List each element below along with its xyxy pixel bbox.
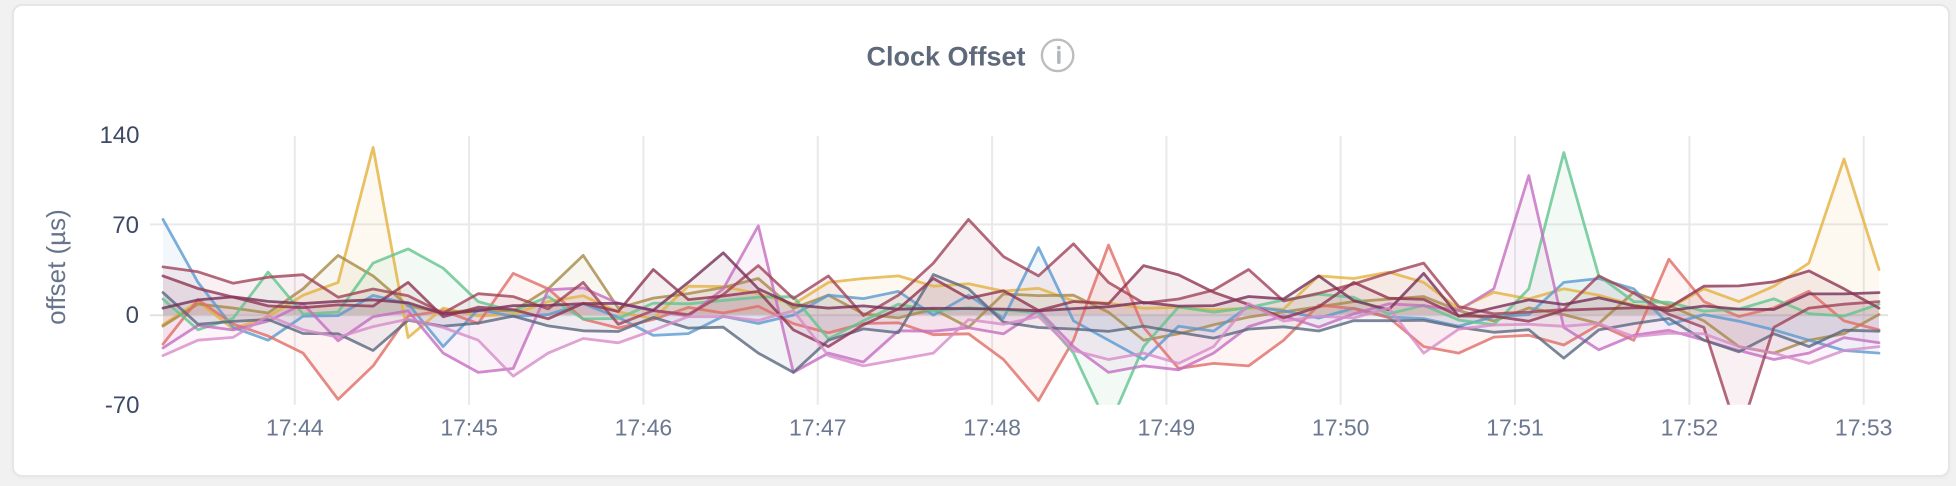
svg-text:17:44: 17:44	[266, 415, 324, 441]
svg-text:17:49: 17:49	[1138, 415, 1196, 441]
svg-text:offset (µs): offset (µs)	[41, 209, 71, 325]
svg-text:140: 140	[99, 122, 139, 149]
svg-text:17:45: 17:45	[440, 415, 498, 441]
svg-text:17:47: 17:47	[789, 415, 847, 441]
svg-text:70: 70	[112, 212, 139, 239]
svg-text:17:51: 17:51	[1486, 415, 1544, 441]
svg-text:-70: -70	[105, 392, 140, 419]
svg-text:17:46: 17:46	[615, 415, 673, 441]
svg-text:17:48: 17:48	[963, 415, 1021, 441]
svg-text:17:52: 17:52	[1661, 415, 1719, 441]
svg-text:17:50: 17:50	[1312, 415, 1370, 441]
svg-text:Clock Offset: Clock Offset	[866, 42, 1025, 72]
svg-text:17:53: 17:53	[1835, 415, 1893, 441]
svg-text:0: 0	[126, 302, 139, 329]
